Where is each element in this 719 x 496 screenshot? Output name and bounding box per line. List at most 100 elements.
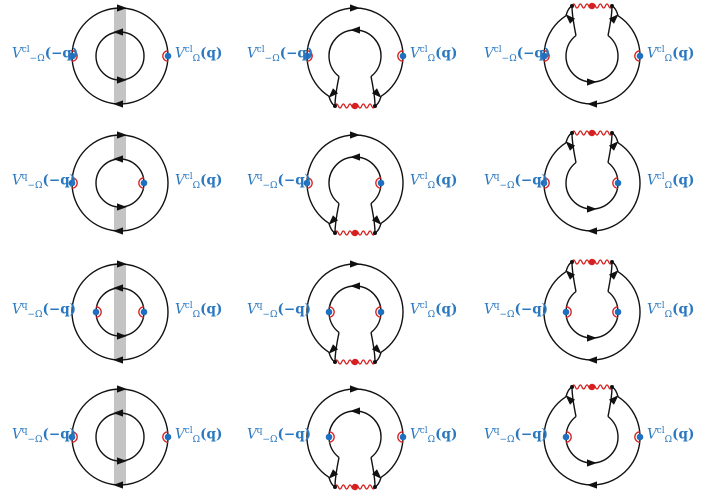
label-symbol: V bbox=[647, 172, 657, 189]
label-argument: (q) bbox=[435, 426, 458, 443]
disorder-band bbox=[114, 264, 126, 360]
label-subscript: −Ω bbox=[499, 181, 515, 192]
diagram-col2-row3-outer-arrow bbox=[350, 260, 360, 268]
diagram-col3-row3-vertex-right bbox=[614, 308, 622, 316]
right-vertex-label: VclΩ(q) bbox=[410, 302, 457, 320]
diagram-col2-row1-outer bbox=[306, 7, 404, 97]
label-superscript: cl bbox=[419, 426, 428, 436]
diagram-col2-row2-outer-arrow bbox=[350, 131, 360, 139]
label-superscript: q bbox=[493, 301, 500, 311]
diagram-col2-row3-interaction-dot bbox=[351, 358, 359, 366]
outer-arrow-top bbox=[117, 385, 127, 393]
vertex-left bbox=[68, 52, 76, 60]
label-symbol: V bbox=[410, 301, 420, 318]
left-vertex-label: Vcl−Ω(−q) bbox=[12, 46, 78, 64]
label-symbol: V bbox=[247, 301, 257, 318]
diagram-col2-row3-leg-arrow-l bbox=[328, 344, 339, 354]
diagram-col3-row4-interaction-dot bbox=[588, 383, 596, 391]
diagram-col3-row2-vertex-left bbox=[540, 179, 548, 187]
diagram-col2-row2-interaction-end-left bbox=[333, 231, 337, 235]
label-subscript: −Ω bbox=[499, 435, 515, 446]
vertex-right bbox=[164, 433, 172, 441]
label-argument: (−q) bbox=[514, 172, 549, 189]
label-superscript: cl bbox=[493, 45, 502, 55]
diagram-col2-row1-inner bbox=[328, 29, 382, 78]
inner-arrow-top bbox=[113, 284, 123, 292]
label-symbol: V bbox=[175, 172, 185, 189]
label-symbol: V bbox=[410, 426, 420, 443]
inner-arrow-top bbox=[113, 155, 123, 163]
diagram-col2-row3-outer bbox=[306, 263, 404, 353]
diagram-col3-row2-interaction-end-right bbox=[610, 131, 614, 135]
diagram-col3-row2-vertex-right-ring bbox=[612, 177, 619, 189]
label-superscript: q bbox=[21, 301, 28, 311]
right-vertex-label: VclΩ(q) bbox=[175, 302, 222, 320]
diagram-col3-row3-vertex-left-ring bbox=[565, 306, 572, 318]
label-argument: (−q) bbox=[516, 45, 551, 62]
diagram-col3-row2-leg-arrow-r bbox=[608, 141, 619, 151]
diagram-col3-row2-outer-arrow bbox=[587, 227, 597, 235]
diagram-col2-row4-outer bbox=[306, 388, 404, 478]
label-superscript: cl bbox=[419, 172, 428, 182]
diagram-col3-row2-outer bbox=[543, 142, 641, 232]
diagram-col2-row4-vertex-right-ring bbox=[397, 431, 404, 443]
label-subscript: −Ω bbox=[501, 54, 517, 65]
diagram-col2-row3-interaction-end-right bbox=[373, 360, 377, 364]
diagram-col2-row4-interaction-dot bbox=[351, 483, 359, 491]
label-subscript: Ω bbox=[664, 310, 673, 321]
label-argument: (q) bbox=[200, 45, 223, 62]
diagram-col3-row3-interaction-end-left bbox=[570, 260, 574, 264]
label-argument: (−q) bbox=[277, 301, 312, 318]
inner-arrow-bottom bbox=[117, 203, 127, 211]
diagram-col3-row3-outer bbox=[543, 271, 641, 361]
diagram-col3-row1-outer bbox=[543, 15, 641, 105]
diagram-col2-row1-interaction-end-right bbox=[373, 104, 377, 108]
vertex-right-ring bbox=[138, 306, 145, 318]
vertex-right bbox=[164, 52, 172, 60]
diagram-col2-row4-inner bbox=[328, 410, 382, 459]
diagram-col2-row1-interaction-end-left bbox=[333, 104, 337, 108]
label-subscript: Ω bbox=[664, 181, 673, 192]
left-vertex-label: Vq−Ω(−q) bbox=[247, 302, 311, 320]
diagram-col3-row4-inner-arrow bbox=[587, 459, 597, 467]
label-superscript: q bbox=[493, 172, 500, 182]
label-symbol: V bbox=[247, 45, 257, 62]
label-superscript: cl bbox=[184, 301, 193, 311]
diagram-col3-row1-vertex-left-ring bbox=[543, 50, 550, 62]
left-vertex-label: Vq−Ω(−q) bbox=[247, 427, 311, 445]
label-superscript: q bbox=[256, 426, 263, 436]
outer-arrow-bottom bbox=[113, 356, 123, 364]
label-subscript: Ω bbox=[192, 181, 201, 192]
diagram-col2-row2-outer bbox=[306, 134, 404, 224]
diagram-col3-row2-interaction-end-left bbox=[570, 131, 574, 135]
diagram-col3-row2-leg-arrow-l bbox=[565, 141, 576, 151]
label-subscript: −Ω bbox=[27, 435, 43, 446]
label-argument: (q) bbox=[200, 172, 223, 189]
label-subscript: Ω bbox=[427, 54, 436, 65]
vertex-right-ring bbox=[162, 50, 169, 62]
label-argument: (−q) bbox=[44, 45, 79, 62]
label-argument: (q) bbox=[435, 45, 458, 62]
label-symbol: V bbox=[247, 172, 257, 189]
vertex-left-ring bbox=[71, 177, 78, 189]
label-symbol: V bbox=[247, 426, 257, 443]
diagram-col2-row4-vertex-left-ring bbox=[328, 431, 335, 443]
outer-arrow-bottom bbox=[113, 227, 123, 235]
label-symbol: V bbox=[175, 301, 185, 318]
inner-arrow-top bbox=[113, 28, 123, 36]
diagram-col3-row4-vertex-right bbox=[636, 433, 644, 441]
label-symbol: V bbox=[484, 172, 494, 189]
label-symbol: V bbox=[175, 426, 185, 443]
diagram-col3-row4-vertex-left bbox=[562, 433, 570, 441]
label-subscript: Ω bbox=[427, 310, 436, 321]
right-vertex-label: VclΩ(q) bbox=[647, 46, 694, 64]
label-symbol: V bbox=[410, 45, 420, 62]
label-superscript: cl bbox=[419, 45, 428, 55]
diagram-col3-row1-leg-arrow-l bbox=[565, 14, 576, 24]
right-vertex-label: VclΩ(q) bbox=[175, 46, 222, 64]
left-vertex-label: Vcl−Ω(−q) bbox=[247, 46, 313, 64]
label-symbol: V bbox=[12, 426, 22, 443]
diagram-col3-row3-vertex-right-ring bbox=[612, 306, 619, 318]
diagram-col3-row1-interaction-dot bbox=[588, 2, 596, 10]
label-argument: (−q) bbox=[277, 172, 312, 189]
